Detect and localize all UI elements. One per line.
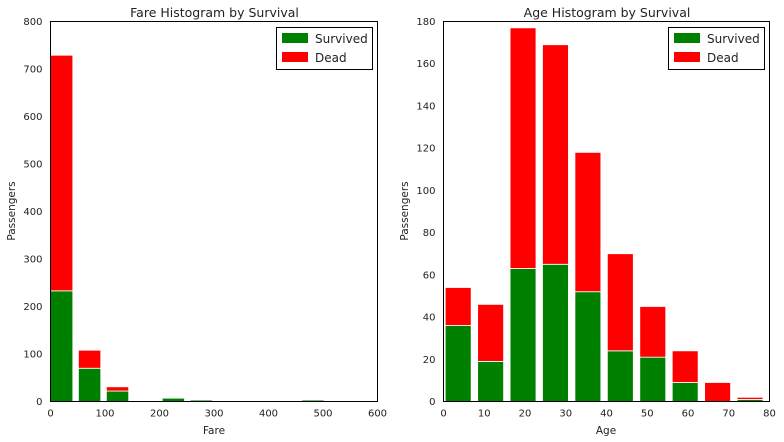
legend-swatch-dead — [674, 52, 700, 62]
y-tick-label: 140 — [416, 101, 435, 112]
x-tick-label: 100 — [95, 409, 114, 420]
y-tick-label: 120 — [416, 144, 435, 155]
fare-histogram-panel: Fare Histogram by Survival 0 100 200 300 400… — [6, 5, 387, 437]
bars-group — [50, 54, 325, 402]
legend: Survived Dead — [668, 27, 765, 70]
y-tick-label: 600 — [23, 112, 42, 123]
bar-dead-2 — [105, 386, 130, 392]
legend-label-dead: Dead — [707, 51, 739, 65]
x-tick-label: 80 — [763, 409, 776, 420]
bar-survived-2 — [509, 268, 537, 402]
y-tick-label: 0 — [36, 397, 42, 408]
plot-area — [50, 21, 378, 402]
x-tick-label: 0 — [47, 409, 53, 420]
legend-label-survived: Survived — [315, 32, 368, 46]
bar-dead-6 — [639, 306, 667, 358]
y-tick-label: 80 — [423, 228, 436, 239]
y-tick-label: 0 — [429, 397, 435, 408]
bar-dead-2 — [509, 27, 537, 269]
age-histogram-panel: Age Histogram by Survival 0 10 20 30 40 50 60 7… — [399, 5, 776, 437]
y-tick-label: 100 — [416, 186, 435, 197]
y-tick-label: 100 — [23, 350, 42, 361]
bar-survived-7 — [671, 382, 699, 402]
plot-frame — [443, 21, 770, 402]
bar-dead-3 — [542, 44, 569, 265]
bar-dead-1 — [477, 303, 504, 362]
bar-survived-3 — [542, 263, 569, 402]
x-tick-label: 20 — [519, 409, 532, 420]
x-tick-label: 500 — [313, 409, 332, 420]
x-axis-label: Age — [596, 425, 616, 437]
legend-label-survived: Survived — [707, 32, 760, 46]
bar-dead-9 — [736, 396, 764, 400]
y-tick-label: 200 — [23, 302, 42, 313]
bar-survived-0 — [50, 290, 74, 402]
x-tick-label: 70 — [722, 409, 735, 420]
bar-survived-0 — [444, 325, 472, 402]
chart-title: Fare Histogram by Survival — [130, 5, 299, 20]
y-tick-label: 40 — [423, 313, 436, 324]
x-tick-label: 0 — [440, 409, 446, 420]
legend: Survived Dead — [276, 27, 373, 70]
bar-survived-6 — [639, 356, 667, 402]
legend-swatch-dead — [282, 52, 308, 62]
bar-dead-4 — [574, 151, 602, 293]
x-axis-label: Fare — [203, 425, 225, 437]
bar-dead-7 — [671, 350, 699, 383]
x-tick-label: 40 — [600, 409, 613, 420]
bar-dead-1 — [78, 349, 102, 369]
y-tick-label: 300 — [23, 255, 42, 266]
bar-survived-4 — [574, 291, 602, 402]
legend-swatch-survived — [282, 33, 308, 43]
x-tick-label: 600 — [368, 409, 387, 420]
chart-title: Age Histogram by Survival — [524, 5, 691, 20]
plot-frame — [50, 21, 378, 402]
x-tick-label: 50 — [641, 409, 654, 420]
legend-label-dead: Dead — [315, 51, 347, 65]
y-tick-label: 60 — [423, 270, 436, 281]
bar-survived-1 — [78, 367, 102, 402]
y-tick-label: 20 — [423, 355, 436, 366]
bar-survived-1 — [477, 360, 504, 402]
y-tick-label: 400 — [23, 207, 42, 218]
x-tick-label: 300 — [204, 409, 223, 420]
x-tick-label: 30 — [559, 409, 572, 420]
x-tick-label: 400 — [259, 409, 278, 420]
x-tick-label: 200 — [150, 409, 169, 420]
y-tick-label: 180 — [416, 17, 435, 28]
x-tick-label: 10 — [478, 409, 491, 420]
ticks-group: 0 10 20 30 40 50 60 70 80 0 20 40 60 80 100 120 140 160 18… — [416, 17, 775, 420]
bar-dead-5 — [606, 253, 634, 352]
y-axis-label: Passengers — [6, 181, 18, 240]
bar-dead-8 — [704, 382, 731, 402]
legend-swatch-survived — [674, 33, 700, 43]
y-tick-label: 800 — [23, 17, 42, 28]
bar-survived-5 — [606, 350, 634, 402]
bar-dead-0 — [444, 287, 472, 326]
x-tick-label: 60 — [682, 409, 695, 420]
y-tick-label: 700 — [23, 65, 42, 76]
y-tick-label: 160 — [416, 59, 435, 70]
y-axis-label: Passengers — [399, 181, 411, 240]
y-tick-label: 500 — [23, 160, 42, 171]
ticks-group: 0 100 200 300 400 500 600 0 100 200 300 400 500 600 70… — [23, 17, 387, 420]
bar-dead-0 — [50, 54, 74, 292]
bar-survived-2 — [105, 390, 130, 402]
